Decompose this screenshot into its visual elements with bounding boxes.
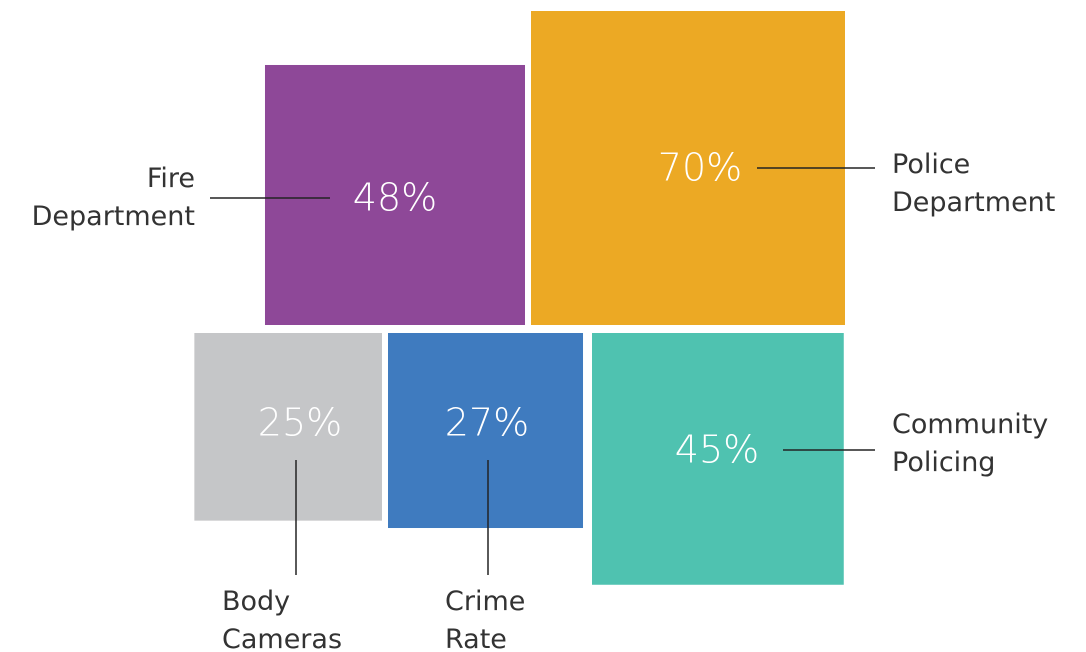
- value-label: 45%: [675, 428, 759, 472]
- value-label: 25%: [258, 401, 342, 445]
- value-label: 27%: [445, 401, 529, 445]
- square: [194, 333, 382, 521]
- category-label: Community Policing: [892, 409, 1049, 478]
- category-label: Crime Rate: [445, 586, 526, 652]
- square: [264, 64, 525, 326]
- category-label: Fire Department: [31, 163, 195, 232]
- category-label: Police Department: [892, 149, 1056, 218]
- value-label: 70%: [658, 146, 742, 190]
- square: [388, 333, 584, 529]
- square: [592, 333, 844, 585]
- value-label: 48%: [353, 176, 437, 220]
- category-label: Body Cameras: [222, 586, 343, 652]
